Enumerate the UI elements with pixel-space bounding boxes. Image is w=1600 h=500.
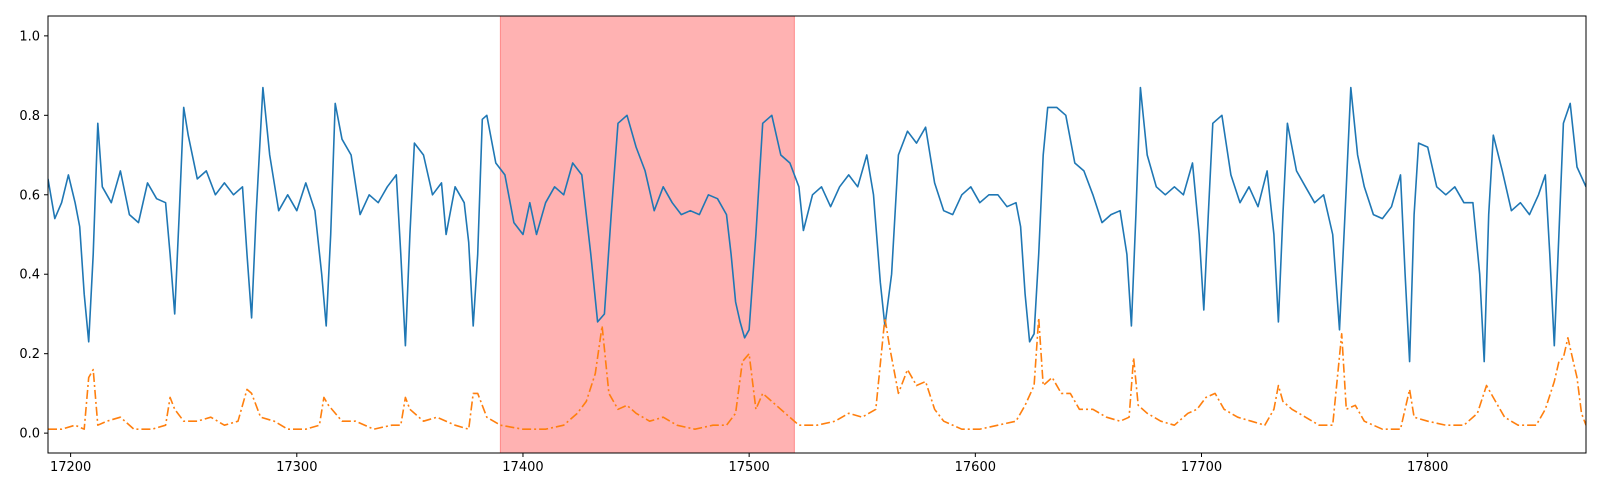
x-tick-label: 17700 bbox=[1181, 460, 1222, 475]
y-tick-label: 0.6 bbox=[19, 188, 40, 203]
plot-area bbox=[48, 16, 1586, 453]
x-tick-label: 17500 bbox=[728, 460, 769, 475]
axes: 17200 17300 17400 17500 17600 17700 17800 0.0 0.… bbox=[19, 15, 1587, 475]
x-tick-label: 17800 bbox=[1407, 460, 1448, 475]
x-tick-label: 17600 bbox=[955, 460, 996, 475]
y-tick-label: 0.2 bbox=[19, 347, 40, 362]
y-tick-label: 0.4 bbox=[19, 268, 40, 283]
y-tick-label: 0.0 bbox=[19, 427, 40, 442]
y-tick-label: 0.8 bbox=[19, 109, 40, 124]
x-tick-label: 17400 bbox=[502, 460, 543, 475]
series-line-1 bbox=[48, 86, 1586, 363]
y-tick-label: 1.0 bbox=[19, 29, 40, 44]
highlight-region bbox=[499, 16, 795, 453]
x-tick-label: 17200 bbox=[50, 460, 91, 475]
series-line-2 bbox=[48, 317, 1586, 430]
x-tick-label: 17300 bbox=[276, 460, 317, 475]
plot-frame bbox=[47, 15, 1587, 454]
